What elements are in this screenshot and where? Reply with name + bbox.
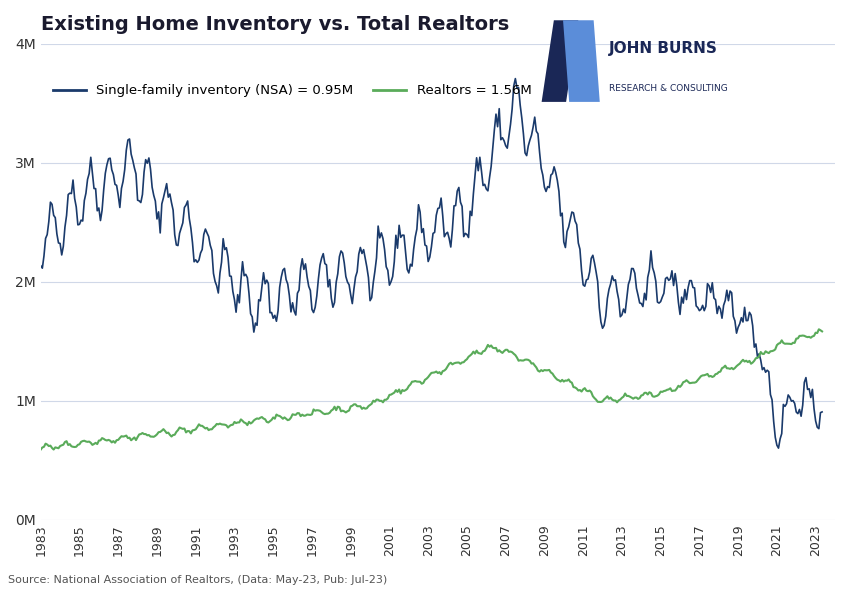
Polygon shape <box>563 20 600 102</box>
Text: Existing Home Inventory vs. Total Realtors: Existing Home Inventory vs. Total Realto… <box>41 15 509 34</box>
Text: RESEARCH & CONSULTING: RESEARCH & CONSULTING <box>609 84 728 92</box>
Text: JOHN BURNS: JOHN BURNS <box>609 41 717 57</box>
Text: Source: National Association of Realtors, (Data: May-23, Pub: Jul-23): Source: National Association of Realtors… <box>8 575 388 585</box>
Legend: Single-family inventory (NSA) = 0.95M, Realtors = 1.56M: Single-family inventory (NSA) = 0.95M, R… <box>48 79 536 102</box>
Polygon shape <box>541 20 578 102</box>
